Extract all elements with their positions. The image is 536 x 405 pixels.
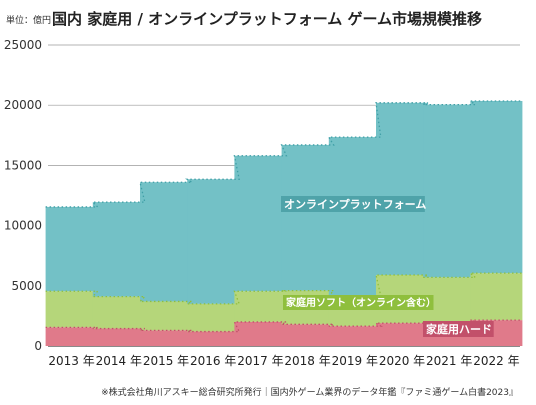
bar-segment <box>234 291 287 322</box>
trend-line <box>45 272 523 305</box>
y-tick-label: 5000 <box>11 279 42 293</box>
bar-segment <box>470 273 523 321</box>
bar-segment <box>92 328 145 346</box>
bar-segment <box>187 331 240 346</box>
series-label-hardware: 家庭用ハード <box>423 321 494 337</box>
x-axis-ticks: 2013 年 2014 年 2015 年 2016 年 2017 年 2018 年 2019… <box>48 354 519 368</box>
bar-segment <box>140 301 192 331</box>
bars <box>45 100 523 346</box>
trend-line <box>45 100 523 208</box>
y-tick-label: 0 <box>34 339 42 353</box>
label-background <box>423 321 494 337</box>
bar-segment <box>140 330 192 346</box>
y-tick-label: 25000 <box>4 38 42 52</box>
bar-segment <box>328 326 381 346</box>
source-note: ※株式会社角川アスキー総合研究所発行｜国内外ゲーム業界のデータ年鑑『ファミ通ゲー… <box>101 388 518 398</box>
bar-segment <box>45 327 98 346</box>
x-tick-label: 2019 年 <box>332 354 378 368</box>
bar-segment <box>376 323 428 346</box>
series-label-software: 家庭用ソフト（オンライン含む） <box>283 295 436 310</box>
label-text: 家庭用ソフト（オンライン含む） <box>286 296 436 309</box>
x-tick-label: 2013 年 <box>48 354 94 368</box>
x-tick-label: 2016 年 <box>190 354 236 368</box>
unit-label: 単位：億円 <box>6 16 52 26</box>
bar-segment <box>376 102 428 275</box>
bar-segment <box>281 324 334 346</box>
series-label-online: オンラインプラットフォーム <box>281 196 426 212</box>
x-tick-label: 2021 年 <box>426 354 472 368</box>
label-text: オンラインプラットフォーム <box>284 197 426 211</box>
label-background <box>283 295 434 310</box>
x-tick-label: 2020 年 <box>379 354 425 368</box>
bar-segment <box>92 296 145 329</box>
trend-line <box>45 319 523 333</box>
y-tick-label: 10000 <box>4 219 42 233</box>
x-tick-label: 2018 年 <box>284 354 330 368</box>
bar-segment <box>328 137 381 297</box>
chart-title: 国内 家庭用 / オンラインプラットフォーム ゲーム市場規模推移 <box>52 10 483 28</box>
bar-segment <box>45 291 98 328</box>
bar-segment <box>281 144 334 291</box>
bar-segment <box>187 303 240 332</box>
label-text: 家庭用ハード <box>426 322 492 336</box>
bar-segment <box>92 202 145 297</box>
bar-segment <box>45 206 98 292</box>
x-tick-label: 2014 年 <box>96 354 142 368</box>
x-tick-label: 2015 年 <box>143 354 189 368</box>
bar-segment <box>140 182 192 302</box>
bar-segment <box>423 104 476 278</box>
trend-lines <box>45 100 523 333</box>
y-tick-label: 15000 <box>4 158 42 172</box>
bar-segment <box>187 179 240 304</box>
bar-segment <box>234 155 287 292</box>
x-tick-label: 2022 年 <box>473 354 519 368</box>
y-tick-label: 20000 <box>4 98 42 112</box>
bar-segment <box>234 321 287 346</box>
y-axis-ticks: 0 5000 10000 15000 20000 25000 <box>4 38 42 353</box>
label-background <box>281 196 425 212</box>
x-tick-label: 2017 年 <box>237 354 283 368</box>
bar-segment <box>470 100 523 274</box>
